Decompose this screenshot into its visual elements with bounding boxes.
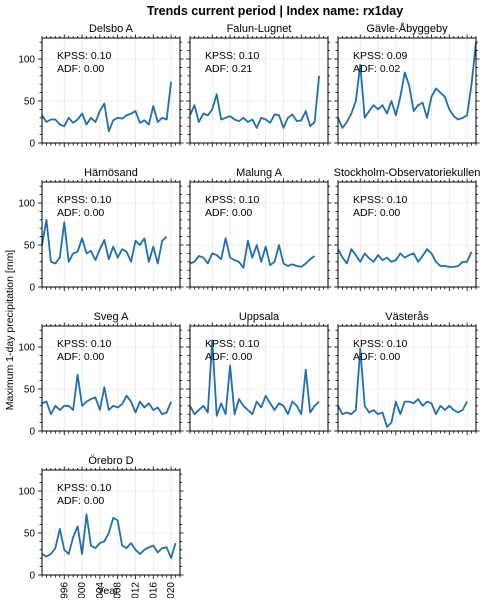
y-tick-label: 50 <box>24 385 36 396</box>
y-tick-label: 0 <box>29 139 35 150</box>
panel-frame <box>41 469 181 576</box>
series-line <box>41 513 177 560</box>
adf-annotation: ADF: 0.00 <box>353 351 400 363</box>
y-tick-label: 100 <box>18 199 35 210</box>
x-tick-label: 1996 <box>59 582 70 598</box>
panel-frame <box>337 37 477 144</box>
y-axis-label: Maximum 1-day precipitation [mm] <box>4 250 16 411</box>
x-axis-label: Year <box>97 585 119 597</box>
y-tick-label: 0 <box>29 283 35 294</box>
x-tick-label: 2008 <box>113 582 124 598</box>
series-line <box>41 373 172 416</box>
kpss-annotation: KPSS: 0.10 <box>353 338 407 350</box>
y-tick-label: 50 <box>24 529 36 540</box>
adf-annotation: ADF: 0.21 <box>205 63 252 75</box>
x-tick-label: 2004 <box>95 582 106 598</box>
panel-title: Malung A <box>236 167 283 179</box>
panel-title: Härnösand <box>84 167 138 179</box>
series-line <box>337 347 468 428</box>
adf-annotation: ADF: 0.00 <box>205 207 252 219</box>
adf-annotation: ADF: 0.00 <box>353 207 400 219</box>
panel-frame <box>189 181 329 288</box>
panel-frame <box>41 325 181 432</box>
panel-frame <box>41 181 181 288</box>
y-tick-label: 0 <box>29 571 35 582</box>
panel-frame <box>337 325 477 432</box>
x-tick-label: 2012 <box>130 582 141 598</box>
kpss-annotation: KPSS: 0.10 <box>205 50 259 62</box>
panel-frame <box>189 325 329 432</box>
x-tick-label: 2000 <box>77 582 88 598</box>
series-line <box>337 248 473 268</box>
series-line <box>337 42 477 129</box>
adf-annotation: ADF: 0.02 <box>353 63 400 75</box>
kpss-annotation: KPSS: 0.10 <box>205 338 259 350</box>
panel-title: Delsbo A <box>89 23 134 35</box>
adf-annotation: ADF: 0.00 <box>57 495 104 507</box>
kpss-annotation: KPSS: 0.10 <box>57 194 111 206</box>
series-line <box>189 339 320 417</box>
panel-title: Gävle-Åbyggeby <box>366 22 448 35</box>
chart-title: Trends current period | Index name: rx1d… <box>147 4 403 18</box>
panel-title: Västerås <box>385 311 429 323</box>
y-tick-label: 0 <box>29 427 35 438</box>
adf-annotation: ADF: 0.00 <box>57 351 104 363</box>
series-line <box>189 237 316 269</box>
panel-title: Örebro D <box>88 455 133 467</box>
series-line <box>189 75 320 129</box>
y-tick-label: 100 <box>18 487 35 498</box>
panel-title: Sveg A <box>94 311 130 323</box>
kpss-annotation: KPSS: 0.10 <box>353 194 407 206</box>
adf-annotation: ADF: 0.00 <box>57 207 104 219</box>
panel: Stockholm-Observatoriekullen KPSS: 0.10AD… <box>334 167 481 291</box>
panel-title: Stockholm-Observatoriekullen <box>334 167 481 179</box>
kpss-annotation: KPSS: 0.10 <box>57 50 111 62</box>
kpss-annotation: KPSS: 0.10 <box>57 482 111 494</box>
y-tick-label: 50 <box>24 241 36 252</box>
y-tick-label: 100 <box>18 343 35 354</box>
kpss-annotation: KPSS: 0.10 <box>205 194 259 206</box>
adf-annotation: ADF: 0.00 <box>57 63 104 75</box>
panel-frame <box>189 37 329 144</box>
panel-frame <box>337 181 477 288</box>
adf-annotation: ADF: 0.00 <box>205 351 252 363</box>
series-line <box>41 218 168 265</box>
panel-frame <box>41 37 181 144</box>
panel-title: Falun-Lugnet <box>227 23 292 35</box>
kpss-annotation: KPSS: 0.10 <box>57 338 111 350</box>
y-tick-label: 50 <box>24 97 36 108</box>
panel-title: Uppsala <box>239 311 280 323</box>
kpss-annotation: KPSS: 0.09 <box>353 50 407 62</box>
y-tick-label: 100 <box>18 55 35 66</box>
x-tick-label: 2020 <box>166 582 177 598</box>
series-line <box>41 81 172 133</box>
x-tick-label: 2016 <box>148 582 159 598</box>
panel: Örebro D 0 50 100 1996 2000 2004 2008 2012 2016 20… <box>18 455 184 603</box>
